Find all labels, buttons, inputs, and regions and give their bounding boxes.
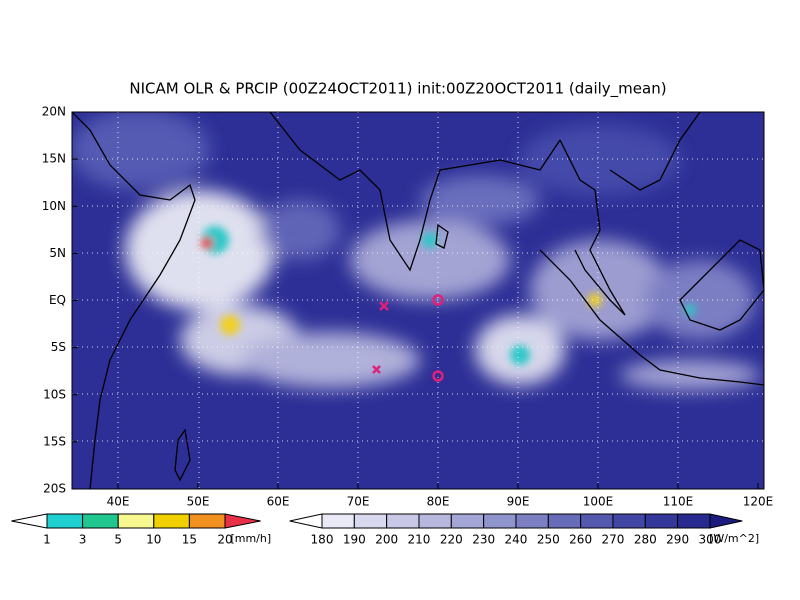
colorbar-swatch	[418, 513, 452, 529]
colorbar-label: 180	[311, 533, 334, 547]
map-title: NICAM OLR & PRCIP (00Z24OCT2011) init:00…	[129, 80, 666, 99]
colorbar-label: 290	[666, 533, 689, 547]
lon-label: 40E	[107, 495, 130, 509]
lat-label: 20S	[43, 482, 66, 496]
colorbar-label: 10	[146, 533, 161, 547]
colorbar-label: 270	[602, 533, 625, 547]
lat-label: 15N	[42, 152, 66, 166]
colorbar-label: 250	[537, 533, 560, 547]
colorbar-swatch	[188, 513, 226, 529]
lon-label: 90E	[507, 495, 530, 509]
colorbar-end	[709, 513, 743, 529]
coastlines	[72, 112, 764, 489]
lon-label: 50E	[187, 495, 210, 509]
lat-label: 20N	[42, 105, 66, 119]
colorbar-unit: [W/m^2]	[709, 532, 759, 545]
colorbar-swatch	[515, 513, 549, 529]
lon-label: 110E	[663, 495, 694, 509]
colorbar-swatch	[677, 513, 711, 529]
markers	[372, 294, 444, 382]
colorbar-swatch	[153, 513, 190, 529]
grid	[72, 112, 764, 489]
lon-label: 60E	[267, 495, 290, 509]
lat-label: 5S	[51, 340, 66, 354]
colorbar-swatch	[644, 513, 679, 529]
colorbar-label: 190	[343, 533, 366, 547]
colorbar-label: 200	[375, 533, 398, 547]
lat-label: EQ	[49, 293, 66, 307]
colorbar-swatch	[46, 513, 84, 529]
colorbar-unit: [mm/h]	[230, 532, 271, 545]
olr-field	[72, 112, 764, 489]
colorbar-end	[224, 513, 261, 529]
colorbar-label: 260	[569, 533, 592, 547]
colorbar-label: 230	[472, 533, 495, 547]
colorbar-swatch	[612, 513, 646, 529]
colorbar-swatch	[547, 513, 582, 529]
lat-label: 10S	[43, 387, 66, 401]
colorbar-swatch	[386, 513, 420, 529]
colorbar-label: 240	[505, 533, 528, 547]
colorbar-label: 280	[634, 533, 657, 547]
colorbar-label: 210	[408, 533, 431, 547]
colorbar-label: 300	[699, 533, 722, 547]
colorbar-swatch	[82, 513, 119, 529]
lon-label: 100E	[583, 495, 614, 509]
colorbar-end	[289, 513, 323, 529]
lat-label: 10N	[42, 199, 66, 213]
colorbar-swatch	[117, 513, 155, 529]
colorbar-label: 3	[79, 533, 87, 547]
colorbar-end	[11, 513, 48, 529]
colorbar-label: 15	[182, 533, 197, 547]
colorbar-label: 5	[114, 533, 122, 547]
colorbar-swatch	[450, 513, 485, 529]
lon-label: 70E	[347, 495, 370, 509]
colorbar-swatch	[483, 513, 517, 529]
lat-label: 5N	[49, 246, 66, 260]
colorbar-label: 220	[440, 533, 463, 547]
colorbar-swatch	[580, 513, 614, 529]
lon-label: 80E	[427, 495, 450, 509]
colorbar-swatch	[353, 513, 388, 529]
colorbar-label: 1	[43, 533, 51, 547]
colorbar-swatch	[321, 513, 355, 529]
colorbar-label: 20	[217, 533, 232, 547]
lat-label: 15S	[43, 434, 66, 448]
lon-label: 120E	[743, 495, 774, 509]
